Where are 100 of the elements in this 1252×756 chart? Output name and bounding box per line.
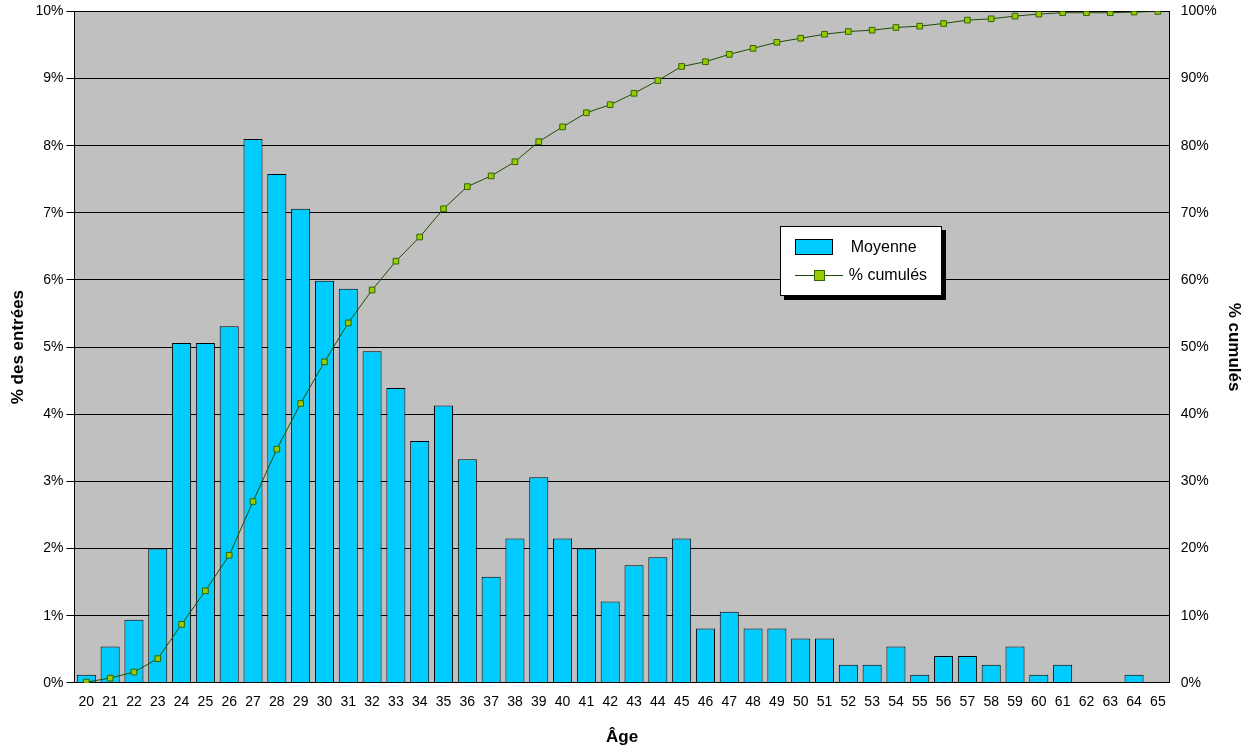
- point: [249, 498, 257, 505]
- x-tick-label: 44: [650, 693, 666, 710]
- point: [964, 16, 971, 24]
- point: [654, 77, 662, 84]
- x-tick-label: 22: [126, 693, 142, 710]
- point: [940, 20, 947, 27]
- x-tick-label: 50: [792, 693, 809, 710]
- x-tick-label: 40: [554, 693, 571, 710]
- y-tick-label: 2%: [43, 539, 64, 556]
- point: [630, 89, 638, 97]
- x-tick-label: 33: [388, 693, 404, 710]
- y2-tick-label: 100%: [1180, 2, 1217, 19]
- y-tick-label: 7%: [43, 203, 64, 220]
- point: [297, 400, 304, 407]
- x-tick-label: 38: [507, 693, 523, 710]
- x-tick-label: 26: [221, 693, 238, 710]
- point: [178, 621, 185, 628]
- x-tick-label: 51: [816, 693, 833, 710]
- point: [583, 109, 590, 117]
- point: [273, 445, 281, 453]
- point: [797, 34, 805, 42]
- y-axis-title: % des entrées: [7, 289, 27, 405]
- point: [702, 58, 709, 66]
- y2-tick-label: 80%: [1180, 136, 1209, 153]
- point: [1035, 11, 1043, 18]
- x-tick-label: 25: [197, 693, 214, 710]
- point: [154, 655, 162, 662]
- y2-tick-label: 0%: [1180, 673, 1202, 690]
- x-tick-label: 20: [78, 693, 95, 710]
- y-tick-label: 4%: [43, 405, 64, 422]
- point: [1059, 11, 1066, 17]
- y-tick-label: 1%: [43, 606, 64, 623]
- legend-label: Moyenne: [850, 238, 917, 257]
- x-tick-label: 28: [269, 693, 285, 710]
- point: [202, 587, 209, 595]
- y-tick-label: 10%: [35, 2, 64, 19]
- point: [987, 15, 995, 23]
- point: [845, 28, 852, 35]
- point: [1011, 12, 1019, 20]
- point: [892, 24, 900, 31]
- legend-label: % cumulés: [848, 266, 928, 285]
- y2-tick-label: 20%: [1180, 539, 1209, 556]
- x-tick-label: 47: [721, 693, 738, 710]
- y-tick-label: 3%: [43, 472, 64, 489]
- x-tick-label: 58: [983, 693, 1000, 710]
- x-tick-label: 59: [1007, 693, 1024, 710]
- y-tick-label: 9%: [43, 69, 64, 86]
- x-tick-label: 56: [935, 693, 952, 710]
- point: [1106, 11, 1114, 17]
- x-tick-label: 29: [292, 693, 309, 710]
- y-tick-label: 6%: [43, 270, 64, 287]
- y2-tick-label: 60%: [1180, 270, 1209, 287]
- point: [321, 358, 328, 366]
- x-tick-label: 49: [769, 693, 785, 710]
- x-tick-label: 23: [149, 693, 166, 710]
- x-tick-label: 39: [530, 693, 547, 710]
- y2-tick-label: 90%: [1180, 69, 1209, 86]
- point: [511, 158, 519, 166]
- x-tick-label: 46: [697, 693, 714, 710]
- x-tick-label: 32: [364, 693, 381, 710]
- y2-axis-title: % cumulés: [1225, 302, 1245, 392]
- point: [392, 257, 400, 265]
- point: [535, 138, 543, 145]
- point: [1083, 11, 1090, 17]
- x-tick-label: 52: [840, 693, 857, 710]
- point: [344, 319, 352, 327]
- point: [464, 183, 471, 190]
- point: [225, 551, 233, 559]
- x-tick-label: 34: [411, 693, 428, 710]
- point: [868, 26, 876, 34]
- x-tick-label: 30: [316, 693, 333, 710]
- x-tick-label: 62: [1078, 693, 1095, 710]
- point: [749, 45, 757, 52]
- point: [440, 205, 447, 213]
- x-tick-label: 63: [1102, 693, 1119, 710]
- y2-tick-label: 70%: [1180, 203, 1209, 220]
- x-tick-label: 53: [864, 693, 881, 710]
- x-tick-label: 24: [173, 693, 190, 710]
- x-tick-label: 42: [602, 693, 619, 710]
- point: [368, 286, 376, 294]
- point: [821, 30, 828, 38]
- y2-tick-label: 50%: [1180, 337, 1209, 354]
- x-tick-label: 27: [245, 693, 262, 710]
- point: [487, 172, 495, 180]
- x-tick-label: 64: [1126, 693, 1143, 710]
- point: [606, 101, 614, 109]
- point: [725, 51, 733, 58]
- point: [106, 674, 114, 682]
- y2-tick-label: 40%: [1180, 405, 1209, 422]
- point: [130, 668, 138, 676]
- x-tick-label: 35: [435, 693, 452, 710]
- y-tick-label: 8%: [43, 136, 64, 153]
- point: [773, 38, 781, 46]
- x-tick-label: 43: [626, 693, 643, 710]
- y2-tick-label: 10%: [1180, 606, 1209, 623]
- x-tick-label: 48: [745, 693, 762, 710]
- point: [678, 63, 685, 70]
- x-tick-label: 55: [911, 693, 928, 710]
- y-tick-label: 5%: [43, 337, 64, 354]
- x-tick-label: 31: [340, 693, 357, 710]
